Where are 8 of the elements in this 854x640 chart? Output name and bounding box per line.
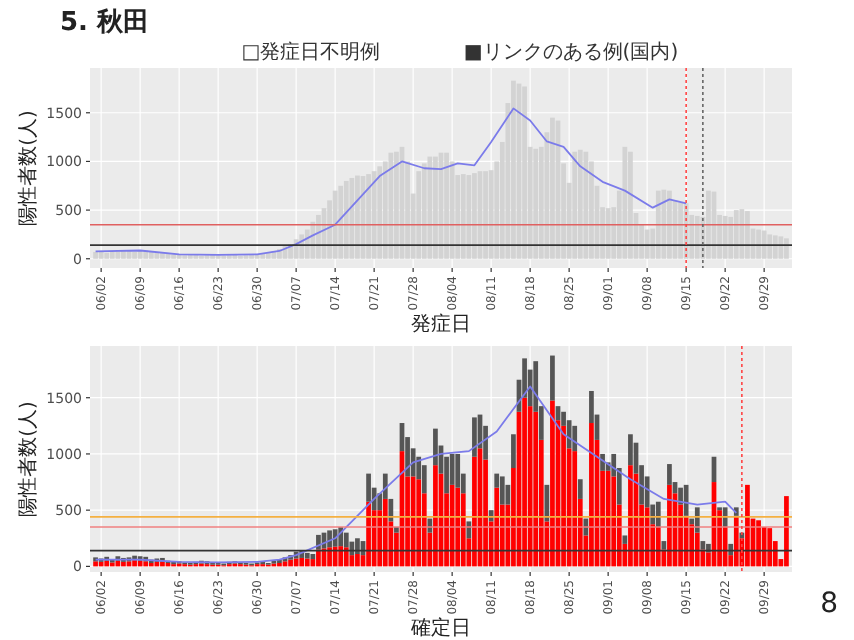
chart-title: 5. 秋田 xyxy=(60,8,150,38)
x-axis-title: 確定日 xyxy=(409,616,471,640)
text: □発症日不明例 xyxy=(241,40,381,64)
x-axis-title: 発症日 xyxy=(411,312,471,336)
y-axis-title: 陽性者数(人) xyxy=(16,401,40,517)
text: ■リンクのある例(国内) xyxy=(463,40,679,64)
text: 8 xyxy=(820,588,838,620)
y-axis-title: 陽性者数(人) xyxy=(16,110,40,226)
